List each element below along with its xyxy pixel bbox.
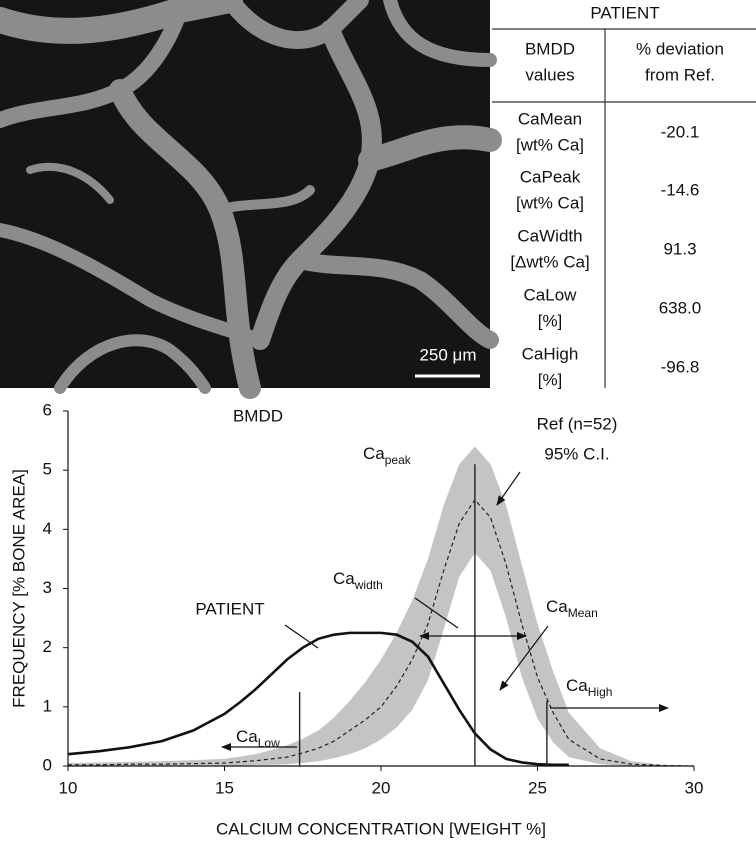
- arrow: [284, 624, 319, 649]
- annotation-text: Ca: [566, 676, 588, 695]
- annotation: Capeak: [363, 444, 412, 467]
- series-line: [67, 631, 569, 767]
- row-label: CaHigh: [522, 344, 579, 363]
- annotation-text: Ca: [546, 597, 568, 616]
- table-title: PATIENT: [590, 3, 659, 22]
- row-label: [%]: [538, 370, 563, 389]
- y-tick-label: 0: [43, 755, 52, 774]
- row-label: CaLow: [524, 285, 578, 304]
- table: PATIENT: [492, 3, 756, 388]
- confidence-band: [68, 446, 694, 766]
- x-tick-label: 20: [372, 778, 391, 797]
- annotation-sub: width: [354, 578, 383, 592]
- row-value: 91.3: [663, 239, 696, 258]
- annotation-text: Ca: [363, 444, 385, 463]
- row-value: -96.8: [661, 357, 700, 376]
- x-tick-label: 10: [59, 778, 78, 797]
- series-line: [68, 498, 695, 767]
- x-tick-label: 15: [215, 778, 234, 797]
- row-label: CaPeak: [520, 167, 581, 186]
- table-header: values: [525, 65, 574, 84]
- scale-bar-label: 250 μm: [419, 345, 476, 364]
- y-tick-label: 2: [43, 637, 52, 656]
- y-tick-label: 6: [43, 400, 52, 419]
- micrograph: 250 μm: [0, 0, 502, 399]
- row-value: 638.0: [659, 298, 702, 317]
- row-label: CaWidth: [517, 226, 582, 245]
- annotation-text: Ca: [236, 727, 258, 746]
- table-header: % deviation: [636, 39, 724, 58]
- row-label: [wt% Ca]: [516, 135, 584, 154]
- y-tick-label: 3: [43, 578, 52, 597]
- series-label: PATIENT: [195, 599, 264, 618]
- annotation-sub: Low: [258, 736, 280, 750]
- y-tick-label: 1: [43, 696, 52, 715]
- row-label: [Δwt% Ca]: [510, 252, 589, 271]
- annotation-sub: High: [588, 685, 613, 699]
- arrow: [496, 471, 521, 506]
- row-value: -14.6: [661, 180, 700, 199]
- series-label: 95% C.I.: [544, 444, 609, 463]
- row-label: CaMean: [518, 109, 582, 128]
- x-tick-label: 25: [528, 778, 547, 797]
- y-tick-label: 5: [43, 460, 52, 479]
- annotation-sub: Mean: [568, 606, 598, 620]
- annotation: CaMean: [546, 597, 598, 620]
- table-header: from Ref.: [645, 65, 715, 84]
- annotation: Cawidth: [333, 569, 383, 592]
- table-header: BMDD: [525, 39, 575, 58]
- chart: 0 1 2 3 4 5 6 10 15 20 25 30 CALCIUM CONCENTRATION […: [9, 400, 703, 838]
- x-axis-title: CALCIUM CONCENTRATION [WEIGHT %]: [216, 819, 546, 838]
- row-label: [wt% Ca]: [516, 193, 584, 212]
- chart-title: BMDD: [233, 406, 283, 425]
- arrow: [414, 597, 459, 629]
- annotation-sub: peak: [385, 453, 412, 467]
- y-tick-label: 4: [43, 519, 52, 538]
- row-label: [%]: [538, 311, 563, 330]
- annotation: CaHigh: [566, 676, 612, 699]
- series-label: Ref (n=52): [537, 414, 618, 433]
- x-tick-label: 30: [685, 778, 704, 797]
- row-value: -20.1: [661, 122, 700, 141]
- arrow: [499, 625, 549, 691]
- annotation-text: Ca: [333, 569, 355, 588]
- y-axis-title: FREQUENCY [% BONE AREA]: [9, 469, 28, 708]
